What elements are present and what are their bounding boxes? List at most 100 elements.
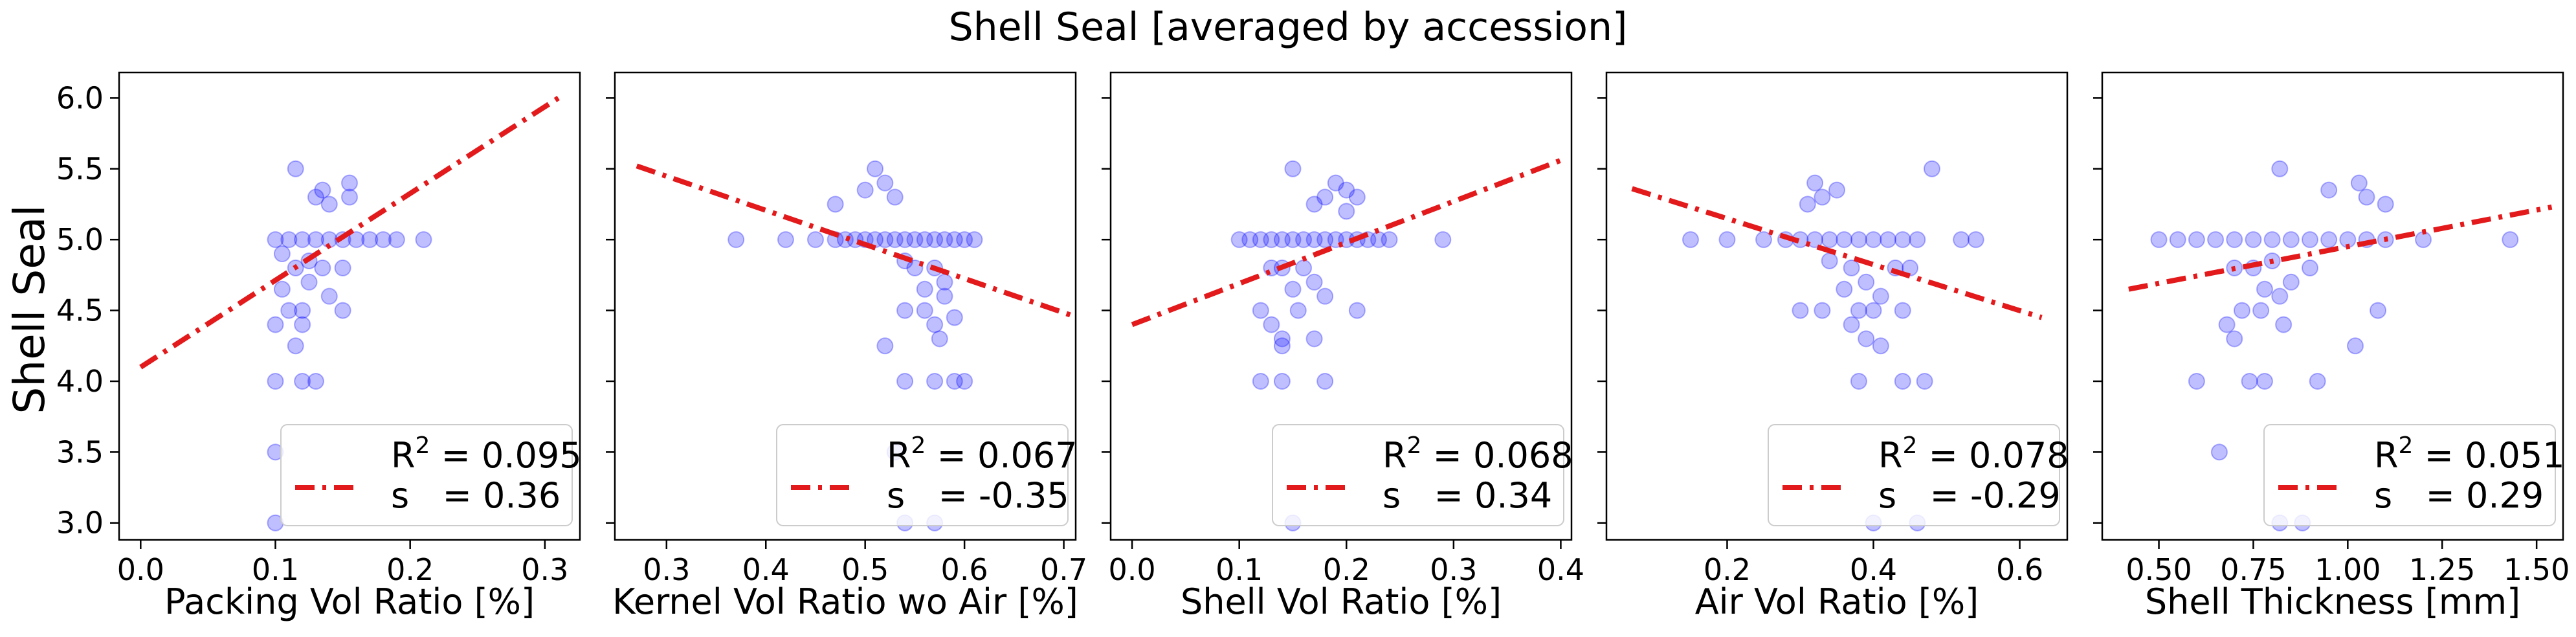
x-tick-label: 1.25 [2409, 552, 2475, 587]
scatter-point [1273, 231, 1291, 249]
chart-title: Shell Seal [averaged by accession] [949, 5, 1628, 50]
scatter-point [727, 231, 745, 249]
scatter-point [876, 231, 894, 249]
scatter-point [307, 231, 324, 249]
scatter-point [1284, 160, 1302, 177]
scatter-point [1295, 231, 1313, 249]
y-tick-label: 5.5 [56, 151, 104, 186]
y-tick-label: 4.5 [56, 293, 104, 328]
scatter-point [1799, 196, 1816, 213]
scatter-point [2271, 287, 2289, 305]
legend-slope-text: s = -0.29 [1878, 475, 2061, 516]
scatter-point [777, 231, 794, 249]
scatter-point [2350, 174, 2368, 192]
scatter-point [1284, 280, 1302, 298]
scatter-point [1381, 231, 1398, 249]
scatter-point [2188, 372, 2205, 390]
legend-r2-text: R2 = 0.051 [2374, 432, 2565, 476]
scatter-point [2320, 181, 2338, 199]
scatter-point [388, 231, 405, 249]
scatter-point [267, 372, 284, 390]
scatter-point [320, 287, 338, 305]
legend-r2-text: R2 = 0.068 [1382, 432, 1573, 476]
axes-frame [1109, 71, 1573, 541]
scatter-point [1273, 372, 1291, 390]
scatter-point [294, 302, 311, 319]
x-tick-label: 0.1 [1216, 552, 1263, 587]
axes-frame [2101, 71, 2564, 541]
x-tick-label: 0.5 [841, 552, 889, 587]
scatter-point [294, 316, 311, 333]
scatter-point [886, 188, 904, 206]
scatter-point [2271, 160, 2289, 177]
x-axis-label: Packing Vol Ratio [%] [164, 581, 535, 622]
scatter-point [273, 245, 291, 263]
scatter-point [1865, 231, 1882, 249]
x-axis-label: Air Vol Ratio [%] [1695, 581, 1979, 622]
scatter-points [1682, 160, 1984, 531]
scatter-point [2226, 330, 2243, 348]
scatter-point [2233, 302, 2250, 319]
x-tick-label: 0.2 [1704, 552, 1751, 587]
x-tick-label: 0.2 [1323, 552, 1370, 587]
scatter-point [2370, 302, 2387, 319]
scatter-point [1792, 302, 1809, 319]
legend-r2-text: R2 = 0.067 [887, 432, 1078, 476]
scatter-point [334, 302, 351, 319]
scatter-point [1967, 231, 1984, 249]
legend-slope-text: s = 0.29 [2374, 475, 2544, 516]
scatter-point [1894, 372, 1911, 390]
scatter-point [1850, 231, 1867, 249]
scatter-points [1230, 160, 1452, 531]
x-tick-label: 0.4 [1850, 552, 1897, 587]
scatter-point [1316, 231, 1334, 249]
scatter-point [1295, 259, 1313, 276]
scatter-point [946, 309, 963, 326]
scatter-point [1305, 196, 1323, 213]
scatter-point [1821, 252, 1838, 269]
scatter-point [1836, 231, 1853, 249]
scatter-point [2320, 231, 2338, 249]
scatter-point [936, 287, 953, 305]
scatter-point [2358, 188, 2375, 206]
scatter-point [2241, 372, 2258, 390]
x-tick-label: 0.3 [1430, 552, 1477, 587]
scatter-point [307, 372, 324, 390]
x-tick-label: 0.4 [742, 552, 790, 587]
scatter-point [2188, 231, 2205, 249]
scatter-point [926, 372, 944, 390]
scatter-point [1305, 273, 1323, 291]
scatter-point [2218, 316, 2236, 333]
legend-slope-text: s = 0.34 [1382, 475, 1552, 516]
y-tick-label: 4.0 [56, 364, 104, 399]
x-tick-label: 0.7 [1040, 552, 1087, 587]
scatter-point [1880, 231, 1897, 249]
scatter-point [1327, 174, 1344, 192]
scatter-point [2282, 231, 2300, 249]
scatter-point [1316, 372, 1334, 390]
scatter-point [1316, 188, 1334, 206]
scatter-point [2226, 231, 2243, 249]
scatter-point [926, 231, 944, 249]
scatter-point [1263, 231, 1280, 249]
scatter-point [827, 196, 844, 213]
scatter-point [946, 372, 963, 390]
scatter-point [2377, 196, 2394, 213]
scatter-point [1814, 302, 1831, 319]
x-tick-label: 0.50 [2126, 552, 2192, 587]
scatter-point [1902, 259, 1919, 276]
scatter-point [1916, 372, 1933, 390]
legend-box [776, 424, 1069, 526]
legend-box [1272, 424, 1564, 526]
scatter-point [1305, 330, 1323, 348]
axes-frame [614, 71, 1077, 541]
scatter-point [280, 302, 298, 319]
scatter-point [1273, 337, 1291, 355]
scatter-point [1821, 231, 1838, 249]
scatter-point [267, 231, 284, 249]
scatter-points [2150, 160, 2519, 531]
scatter-point [2301, 259, 2318, 276]
y-tick-label: 5.0 [56, 222, 104, 257]
scatter-point [287, 337, 304, 355]
